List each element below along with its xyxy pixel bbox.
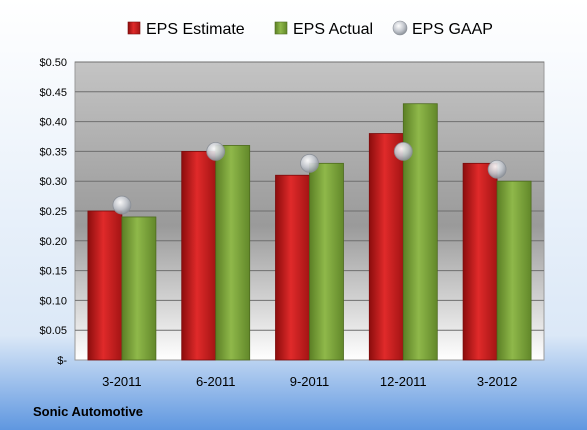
legend-swatch <box>392 20 408 36</box>
x-category-label: 9-2011 <box>290 374 330 389</box>
legend: EPS Estimate EPS Actual EPS GAAP <box>127 20 493 38</box>
y-tick-label: $0.10 <box>39 295 67 307</box>
eps-actual-bar <box>496 180 532 361</box>
x-axis-labels: 3-2011 6-2011 9-2011 12-2011 3-2012 <box>102 374 517 389</box>
x-category-label: 6-2011 <box>196 374 236 389</box>
y-tick-label: $0.45 <box>39 87 67 99</box>
y-tick-label: $0.35 <box>39 146 67 158</box>
eps-actual-bar <box>215 145 251 361</box>
legend-label: EPS Estimate <box>146 21 245 38</box>
x-category-label: 12-2011 <box>380 374 427 389</box>
eps-gaap-marker <box>393 141 413 161</box>
legend-label: EPS Actual <box>293 21 373 38</box>
gaap-markers <box>112 141 507 215</box>
y-tick-label: $0.25 <box>39 206 67 218</box>
y-tick-label: $0.40 <box>39 117 67 129</box>
y-tick-label: $- <box>57 355 67 367</box>
legend-swatch <box>127 21 141 35</box>
x-category-label: 3-2012 <box>477 374 517 389</box>
eps-estimate-bar <box>87 210 123 361</box>
eps-actual-bar <box>121 216 157 361</box>
eps-estimate-bar <box>368 133 404 361</box>
y-tick-label: $0.05 <box>39 325 67 337</box>
x-category-label: 3-2011 <box>102 374 142 389</box>
y-tick-label: $0.30 <box>39 176 67 188</box>
eps-estimate-bar <box>462 162 498 361</box>
eps-gaap-marker <box>206 141 226 161</box>
legend-label: EPS GAAP <box>412 21 493 38</box>
eps-gaap-marker <box>112 195 132 215</box>
y-axis-ticks: $- $0.05 $0.10 $0.15 $0.20 $0.25 $0.30 $0.35 $0.… <box>39 57 67 367</box>
y-tick-label: $0.20 <box>39 236 67 248</box>
eps-actual-bar <box>309 162 344 361</box>
eps-gaap-marker <box>300 153 319 173</box>
legend-swatch <box>274 21 288 35</box>
eps-estimate-bar <box>181 150 217 361</box>
eps-gaap-marker <box>487 159 507 179</box>
eps-estimate-bar <box>275 174 310 361</box>
y-tick-label: $0.50 <box>39 57 67 69</box>
eps-actual-bar <box>402 103 438 361</box>
company-name: Sonic Automotive <box>33 404 143 419</box>
y-tick-label: $0.15 <box>39 266 67 278</box>
